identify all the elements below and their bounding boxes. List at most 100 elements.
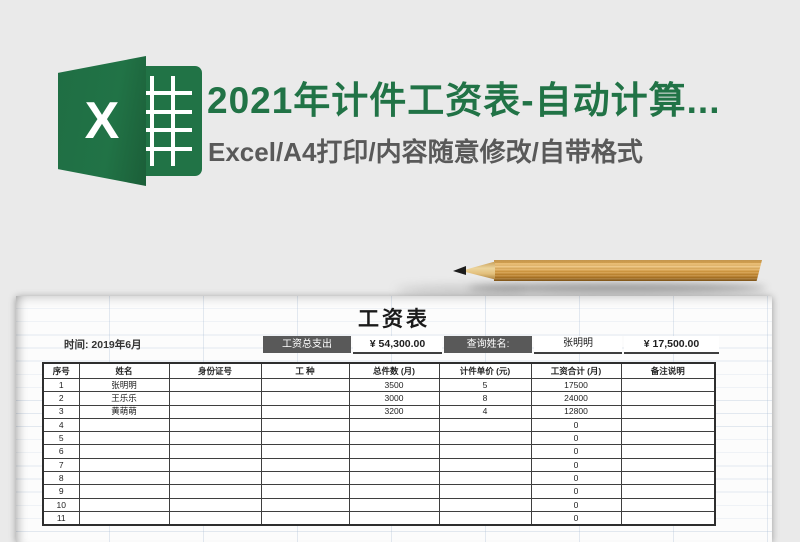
- time-label: 时间: 2019年6月: [64, 339, 142, 351]
- table-cell: [168, 484, 262, 499]
- table-cell: [260, 497, 350, 512]
- spreadsheet-preview: 工资表 时间: 2019年6月 工资总支出 ¥ 54,300.00 查询姓名: …: [16, 296, 772, 542]
- table-cell: [260, 510, 350, 526]
- table-cell: [78, 444, 170, 459]
- column-header: 总件数 (月): [348, 362, 440, 379]
- table-cell: 12800: [530, 404, 622, 419]
- table-cell: [620, 457, 716, 473]
- table-cell: [78, 510, 170, 526]
- table-cell: [348, 417, 440, 433]
- expense-value-cell: ¥ 54,300.00: [353, 336, 442, 354]
- table-cell: [438, 457, 532, 473]
- expense-label-cell: 工资总支出: [263, 336, 351, 353]
- sheet-title: 工资表: [358, 308, 430, 331]
- table-cell: [438, 471, 532, 486]
- table-cell: 10: [42, 497, 80, 512]
- wage-table-header-row: 序号 姓名 身份证号工 种总件数 (月) 计件单价 (元) 工资合计 (月) 备注说明: [42, 362, 716, 379]
- table-cell: [348, 497, 440, 512]
- table-cell: 7: [42, 457, 80, 473]
- table-cell: [260, 444, 350, 459]
- excel-logo: X: [58, 56, 204, 186]
- table-cell: 6: [42, 444, 80, 459]
- table-cell: [260, 431, 350, 446]
- table-cell: [438, 510, 532, 526]
- table-cell: [348, 471, 440, 486]
- table-cell: 8: [438, 391, 532, 406]
- table-row: 11 0: [42, 510, 716, 526]
- table-cell: 0: [530, 484, 622, 499]
- table-cell: [620, 497, 716, 512]
- table-cell: [620, 484, 716, 499]
- table-cell: [438, 431, 532, 446]
- table-cell: [620, 510, 716, 526]
- product-subtitle: Excel/A4打印/内容随意修改/自带格式: [208, 137, 643, 167]
- excel-x-letter: X: [84, 92, 120, 150]
- table-cell: [168, 391, 262, 406]
- table-cell: 王乐乐: [78, 391, 170, 406]
- table-row: 2 王乐乐 3000 8 24000: [42, 391, 716, 406]
- table-cell: [78, 497, 170, 512]
- table-row: 10 0: [42, 497, 716, 512]
- spreadsheet-grid-icon: [140, 76, 192, 166]
- table-cell: [348, 457, 440, 473]
- table-cell: [620, 404, 716, 419]
- table-cell: [438, 497, 532, 512]
- table-cell: 0: [530, 417, 622, 433]
- table-cell: 0: [530, 471, 622, 486]
- table-cell: [168, 417, 262, 433]
- table-cell: [168, 457, 262, 473]
- table-cell: [260, 457, 350, 473]
- table-cell: 4: [438, 404, 532, 419]
- table-cell: 3: [42, 404, 80, 419]
- table-cell: [168, 404, 262, 419]
- query-name-cell: 张明明: [534, 336, 622, 354]
- table-cell: 0: [530, 497, 622, 512]
- table-cell: 11: [42, 510, 80, 526]
- table-cell: [168, 444, 262, 459]
- query-name-label-cell: 查询姓名:: [444, 336, 532, 353]
- table-cell: [168, 510, 262, 526]
- table-cell: [620, 417, 716, 433]
- table-cell: [260, 484, 350, 499]
- table-cell: [438, 484, 532, 499]
- pencil-shadow: [396, 286, 526, 295]
- table-cell: 8: [42, 471, 80, 486]
- pencil-graphite-tip: [453, 266, 466, 275]
- table-cell: [348, 484, 440, 499]
- table-cell: 3000: [348, 391, 440, 406]
- table-cell: [168, 471, 262, 486]
- table-cell: 17500: [530, 377, 622, 393]
- table-cell: [438, 417, 532, 433]
- product-title: 2021年计件工资表-自动计算...: [207, 80, 721, 121]
- column-header: 身份证号: [168, 362, 262, 379]
- table-cell: [260, 417, 350, 433]
- table-cell: [260, 471, 350, 486]
- column-header: 姓名: [78, 362, 170, 379]
- pencil-wood-tip: [461, 261, 495, 280]
- pencil-body: [494, 260, 762, 281]
- query-result-cell: ¥ 17,500.00: [624, 336, 719, 354]
- table-cell: 1: [42, 377, 80, 393]
- table-cell: [78, 471, 170, 486]
- table-cell: [78, 484, 170, 499]
- table-cell: 24000: [530, 391, 622, 406]
- table-cell: 3200: [348, 404, 440, 419]
- table-cell: [620, 444, 716, 459]
- pencil-shadow: [468, 283, 766, 293]
- table-cell: 5: [438, 377, 532, 393]
- column-header: 工资合计 (月): [530, 362, 622, 379]
- table-cell: 张明明: [78, 377, 170, 393]
- table-cell: [78, 457, 170, 473]
- table-cell: 黄萌萌: [78, 404, 170, 419]
- hero-banner: X 2021年计件工资表-自动计算... Excel/A4打印/内容随意修改/自…: [0, 0, 800, 240]
- column-header: 备注说明: [620, 362, 716, 379]
- table-cell: [78, 431, 170, 446]
- table-cell: 2: [42, 391, 80, 406]
